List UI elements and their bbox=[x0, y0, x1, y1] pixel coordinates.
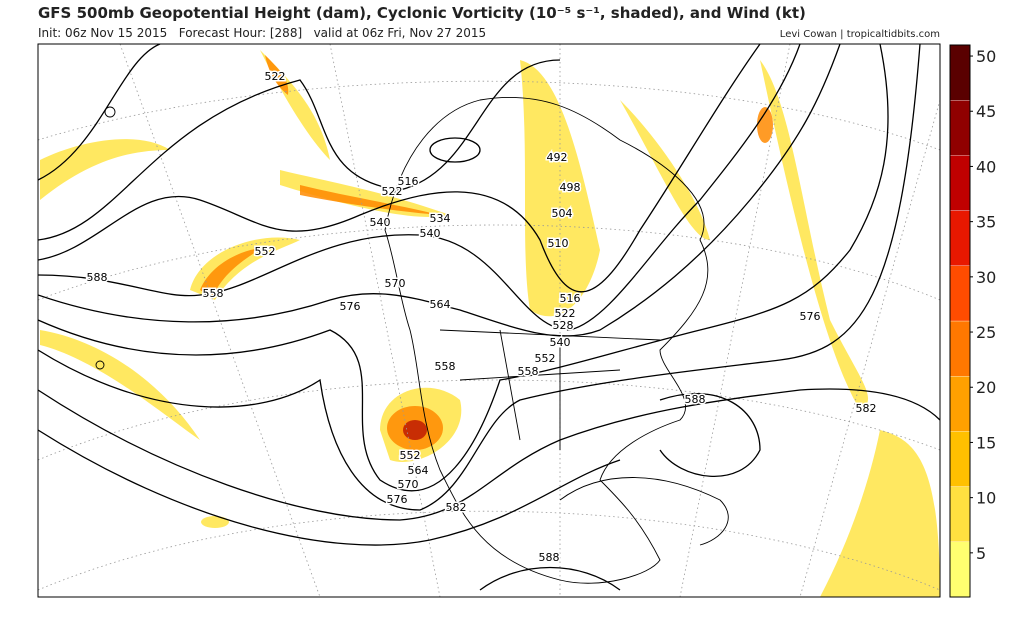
colorbar-band bbox=[949, 486, 971, 542]
contour-label: 540 bbox=[550, 336, 571, 349]
contour-label: 564 bbox=[430, 298, 451, 311]
contour-label: 558 bbox=[203, 287, 224, 300]
contour-label: 588 bbox=[87, 271, 108, 284]
colorbar-band bbox=[949, 44, 971, 101]
contour-label: 558 bbox=[435, 360, 456, 373]
map-background bbox=[38, 44, 940, 597]
credit: Levi Cowan | tropicaltidbits.com bbox=[780, 29, 940, 40]
graticule bbox=[38, 44, 940, 597]
colorbar-band bbox=[949, 155, 971, 211]
contour-label: 522 bbox=[555, 307, 576, 320]
colorbar-tick-label: 10 bbox=[976, 489, 996, 508]
colorbar-tick-label: 40 bbox=[976, 157, 996, 176]
colorbar-band bbox=[949, 541, 971, 598]
contour-label: 540 bbox=[420, 227, 441, 240]
colorbar-tick-label: 45 bbox=[976, 102, 996, 121]
contour-label: 588 bbox=[685, 393, 706, 406]
contour-label: 582 bbox=[446, 501, 467, 514]
contour-label: 516 bbox=[560, 292, 581, 305]
vorticity-peak bbox=[403, 420, 427, 440]
contour-label: 498 bbox=[560, 181, 581, 194]
contour-label: 552 bbox=[400, 449, 421, 462]
contour-label: 570 bbox=[385, 277, 406, 290]
contour-label: 564 bbox=[408, 464, 429, 477]
colorbar-band bbox=[949, 210, 971, 266]
colorbar-band bbox=[949, 376, 971, 432]
colorbar-frame bbox=[949, 44, 971, 598]
contour-label: 576 bbox=[340, 300, 361, 313]
colorbar-band bbox=[949, 100, 971, 156]
colorbar-tick-label: 50 bbox=[976, 47, 996, 66]
contour-label: 582 bbox=[856, 402, 877, 415]
colorbar-tick-label: 35 bbox=[976, 213, 996, 232]
subtitle: Init: 06z Nov 15 2015 Forecast Hour: [28… bbox=[38, 26, 486, 40]
contour-label: 528 bbox=[553, 319, 574, 332]
colorbar-tick-label: 15 bbox=[976, 433, 996, 452]
title: GFS 500mb Geopotential Height (dam), Cyc… bbox=[38, 4, 806, 22]
contour-label: 552 bbox=[255, 245, 276, 258]
contour-label: 588 bbox=[539, 551, 560, 564]
contour-label: 522 bbox=[265, 70, 286, 83]
contour-label: 522 bbox=[382, 185, 403, 198]
contour-label: 540 bbox=[370, 216, 391, 229]
colorbar-tick-label: 5 bbox=[976, 544, 986, 563]
colorbar-tick-label: 25 bbox=[976, 323, 996, 342]
colorbar-tick-label: 20 bbox=[976, 378, 996, 397]
map-frame bbox=[37, 43, 941, 598]
contour-label: 504 bbox=[552, 207, 573, 220]
contour-label: 558 bbox=[518, 365, 539, 378]
contour-label: 534 bbox=[430, 212, 451, 225]
contour-label: 576 bbox=[387, 493, 408, 506]
contour-label: 492 bbox=[547, 151, 568, 164]
colorbar-tick-label: 30 bbox=[976, 268, 996, 287]
height-contours bbox=[38, 44, 940, 591]
colorbar-band bbox=[949, 265, 971, 322]
contour-label: 552 bbox=[535, 352, 556, 365]
contour-label: 570 bbox=[398, 478, 419, 491]
contour-label: 510 bbox=[548, 237, 569, 250]
colorbar: 5 10 15 20 25 30 35 40 45 50 bbox=[949, 44, 996, 598]
colorbar-band bbox=[949, 320, 971, 377]
contour-label: 576 bbox=[800, 310, 821, 323]
colorbar-band bbox=[949, 431, 971, 487]
contour-label: 516 bbox=[398, 175, 419, 188]
